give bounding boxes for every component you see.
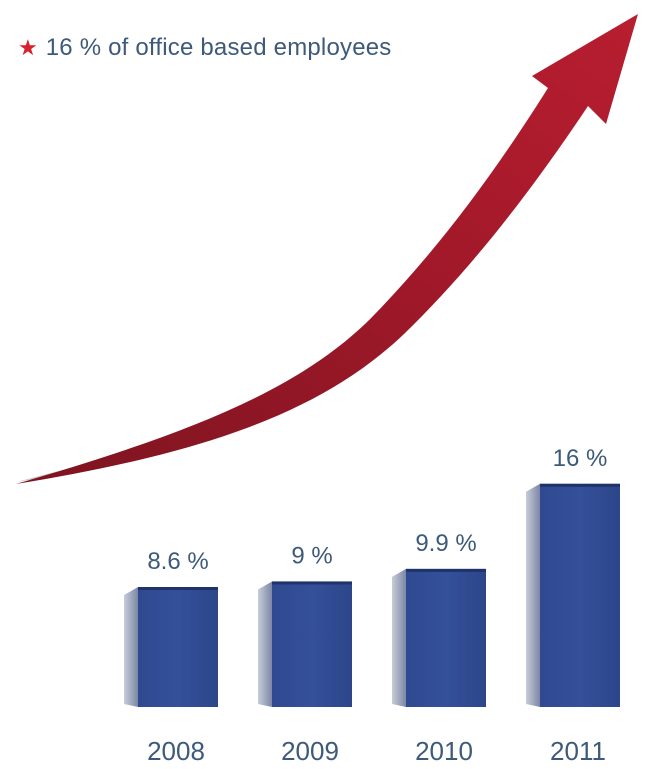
bar-2008 [138, 587, 218, 707]
category-label-2010: 2010 [415, 736, 473, 766]
value-label-2010: 9.9 % [415, 530, 476, 557]
bar-side-2009 [258, 581, 272, 707]
category-label-2008: 2008 [147, 736, 205, 766]
value-label-2008: 8.6 % [147, 548, 208, 575]
legend: ★ 16 % of office based employees [18, 34, 392, 62]
bar-2010 [406, 568, 486, 707]
value-label-2011: 16 % [553, 445, 608, 472]
bar-side-2008 [124, 587, 138, 707]
bar-top-edge-2010 [406, 568, 486, 572]
bar-2011 [540, 483, 620, 707]
star-icon: ★ [18, 35, 38, 60]
bar-side-2011 [526, 483, 540, 707]
bar-top-edge-2008 [138, 587, 218, 591]
bar-top-edge-2011 [540, 483, 620, 487]
bar-top-edge-2009 [272, 581, 352, 585]
category-label-2011: 2011 [550, 736, 606, 766]
legend-text: 16 % of office based employees [45, 34, 392, 61]
bar-side-2010 [392, 568, 406, 707]
category-label-2009: 2009 [281, 736, 339, 766]
growth-arrow [16, 14, 638, 484]
bar-2009 [272, 581, 352, 707]
value-label-2009: 9 % [291, 542, 332, 569]
